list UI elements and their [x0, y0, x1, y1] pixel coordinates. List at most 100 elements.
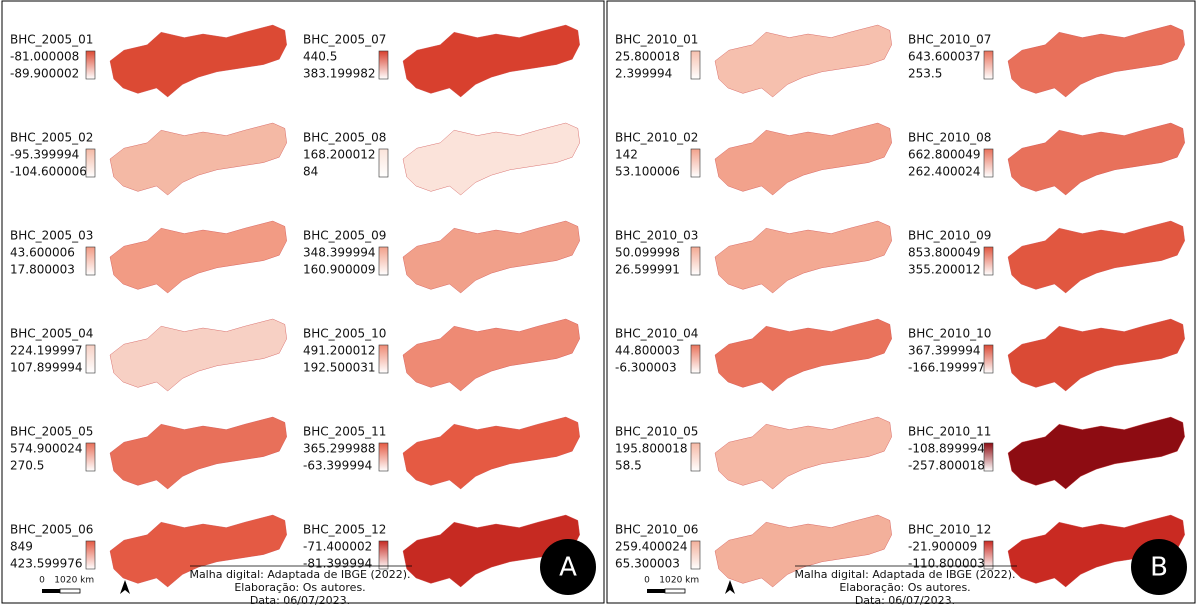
legend-max: 440.5 [303, 50, 337, 64]
credit-line: Data: 06/07/2023. [250, 594, 350, 605]
scale-bar [665, 589, 685, 593]
scale-label: 20 km [671, 576, 699, 586]
credit-line: Elaboração: Os autores. [234, 581, 365, 594]
map-region [110, 123, 287, 195]
map-region [403, 319, 580, 391]
legend-max: 643.600037 [908, 50, 981, 64]
scale-bar [42, 589, 60, 593]
legend-min: 17.800003 [10, 263, 75, 277]
legend-ramp [86, 443, 95, 471]
map-title: BHC_2010_05 [615, 425, 698, 439]
map-title: BHC_2010_08 [908, 131, 991, 145]
map-title: BHC_2010_06 [615, 523, 698, 537]
north-arrow [725, 580, 735, 594]
map-title: BHC_2005_02 [10, 131, 93, 145]
legend-ramp [86, 541, 95, 569]
map [110, 221, 287, 293]
legend-max: 491.200012 [303, 344, 376, 358]
map [1008, 221, 1185, 293]
map-title: BHC_2010_04 [615, 327, 698, 341]
legend-min: 84 [303, 165, 318, 179]
legend-min: 253.5 [908, 67, 942, 81]
map-title: BHC_2005_09 [303, 229, 386, 243]
map [110, 123, 287, 195]
legend-min: -89.900002 [10, 67, 79, 81]
map-title: BHC_2010_12 [908, 523, 991, 537]
map [403, 221, 580, 293]
map [110, 417, 287, 489]
map-region [110, 417, 287, 489]
legend-min: -257.800018 [908, 459, 985, 473]
map [715, 123, 892, 195]
map-region [1008, 25, 1185, 97]
legend-ramp [379, 149, 388, 177]
credit-line: Malha digital: Adaptada de IBGE (2022). [189, 568, 410, 581]
credit-line: Malha digital: Adaptada de IBGE (2022). [794, 568, 1015, 581]
legend-max: 853.800049 [908, 246, 981, 260]
map-title: BHC_2010_03 [615, 229, 698, 243]
legend-min: 107.899994 [10, 361, 83, 375]
map-title: BHC_2010_10 [908, 327, 991, 341]
credit-line: Elaboração: Os autores. [839, 581, 970, 594]
map [403, 417, 580, 489]
map-region [715, 221, 892, 293]
map [110, 25, 287, 97]
map-title: BHC_2005_11 [303, 425, 386, 439]
map [715, 25, 892, 97]
legend-min: 355.200012 [908, 263, 981, 277]
map-region [715, 25, 892, 97]
legend-ramp [86, 345, 95, 373]
map-title: BHC_2005_04 [10, 327, 93, 341]
scale-label: 0 [644, 576, 650, 586]
map-region [403, 123, 580, 195]
legend-max: -95.399994 [10, 148, 79, 162]
legend-min: 160.900009 [303, 263, 376, 277]
map [403, 25, 580, 97]
legend-ramp [691, 541, 700, 569]
panel-border [607, 1, 1195, 603]
map-region [715, 319, 892, 391]
legend-max: 142 [615, 148, 638, 162]
map-title: BHC_2010_07 [908, 33, 991, 47]
map-title: BHC_2010_02 [615, 131, 698, 145]
legend-min: 53.100006 [615, 165, 680, 179]
map-region [403, 25, 580, 97]
legend-max: 195.800018 [615, 442, 688, 456]
legend-ramp [984, 443, 993, 471]
legend-ramp [984, 51, 993, 79]
legend-min: -63.399994 [303, 459, 372, 473]
map-region [403, 221, 580, 293]
legend-ramp [984, 149, 993, 177]
legend-max: 43.600006 [10, 246, 75, 260]
legend-ramp [86, 51, 95, 79]
figure: BHC_2005_01-81.000008-89.900002BHC_2005_… [0, 0, 1197, 605]
map-region [110, 25, 287, 97]
legend-min: 262.400024 [908, 165, 981, 179]
legend-max: 25.800018 [615, 50, 680, 64]
scale-label: 20 km [66, 576, 94, 586]
map-region [1008, 123, 1185, 195]
panel-border [2, 1, 604, 603]
scale-label: 0 [39, 576, 45, 586]
map [715, 319, 892, 391]
legend-min: 423.599976 [10, 557, 83, 571]
legend-ramp [379, 541, 388, 569]
legend-ramp [691, 247, 700, 275]
legend-min: -104.600006 [10, 165, 87, 179]
legend-max: 224.199997 [10, 344, 83, 358]
legend-min: -166.199997 [908, 361, 985, 375]
map-title: BHC_2005_05 [10, 425, 93, 439]
scale-bar [647, 589, 665, 593]
map [715, 221, 892, 293]
north-arrow [120, 580, 130, 594]
map [1008, 25, 1185, 97]
map [1008, 417, 1185, 489]
map-title: BHC_2005_08 [303, 131, 386, 145]
legend-min: 383.199982 [303, 67, 376, 81]
legend-max: -71.400002 [303, 540, 372, 554]
map-region [403, 417, 580, 489]
legend-max: -108.899994 [908, 442, 985, 456]
legend-ramp [984, 541, 993, 569]
map-title: BHC_2005_07 [303, 33, 386, 47]
legend-max: 849 [10, 540, 33, 554]
